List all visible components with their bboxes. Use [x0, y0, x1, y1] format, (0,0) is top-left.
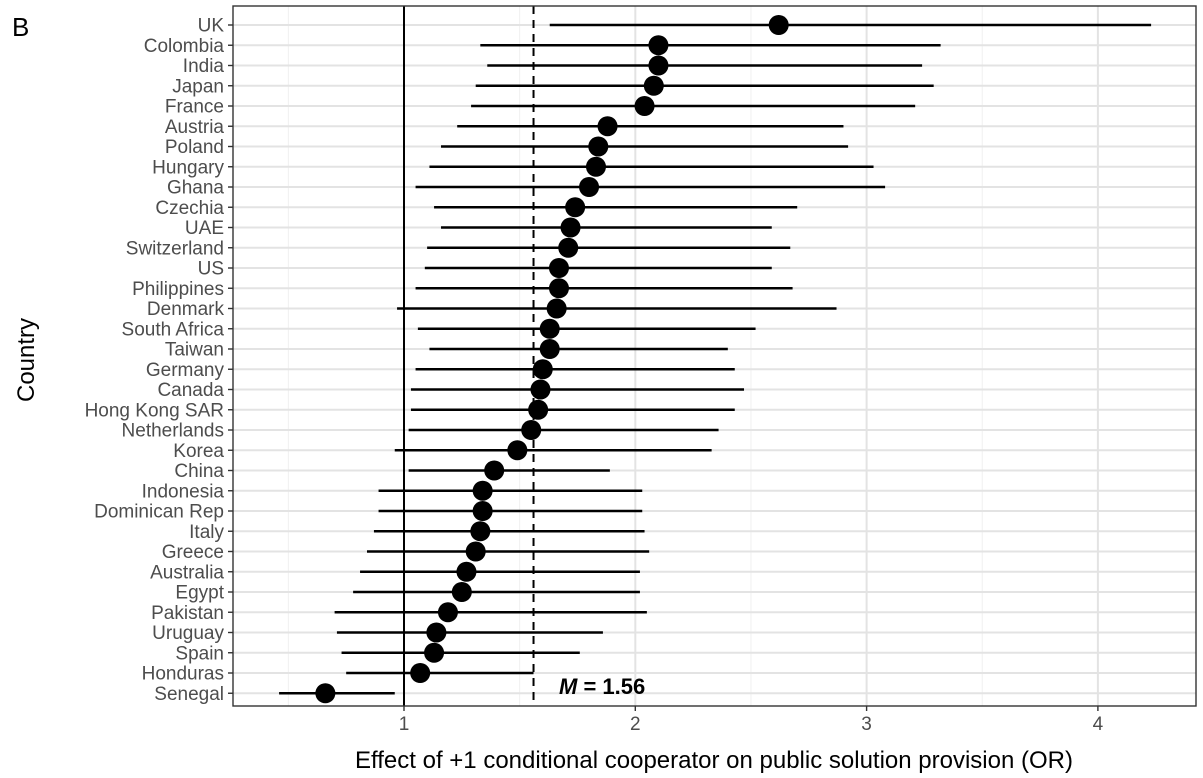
reference-lines — [403, 6, 535, 706]
y-tick-label: UK — [198, 16, 225, 37]
y-tick-label: Japan — [172, 76, 224, 97]
y-tick-label: Poland — [165, 137, 224, 158]
y-tick-label: Switzerland — [126, 238, 224, 259]
y-tick-label: US — [198, 259, 224, 280]
or-point — [484, 460, 505, 481]
mean-annotation-symbol: M — [559, 674, 578, 699]
y-tick-label: Germany — [146, 360, 225, 381]
y-tick-label: Korea — [173, 441, 224, 462]
or-point — [768, 15, 789, 35]
or-point — [521, 420, 542, 440]
x-axis-title: Effect of +1 conditional cooperator on p… — [355, 747, 1073, 774]
y-tick-label: Dominican Rep — [94, 502, 224, 523]
or-point — [472, 480, 493, 501]
or-point — [548, 278, 569, 299]
or-point — [539, 318, 560, 339]
plot-border — [232, 5, 1197, 707]
y-tick-label: India — [183, 56, 225, 77]
or-point — [648, 55, 669, 76]
y-tick-label: Taiwan — [165, 340, 224, 361]
y-axis-title: Country — [13, 318, 40, 402]
y-tick-label: China — [174, 461, 224, 482]
y-tick-label: Ghana — [167, 178, 224, 199]
or-point — [634, 96, 655, 116]
or-point — [528, 399, 549, 420]
y-tick-label: Uruguay — [152, 623, 224, 644]
y-tick-label: Austria — [165, 117, 225, 138]
or-point — [579, 177, 600, 197]
x-tick-label: 1 — [399, 714, 410, 735]
x-tick-label: 4 — [1093, 714, 1104, 735]
x-tick-label: 3 — [861, 714, 872, 735]
or-point — [548, 258, 569, 278]
y-tick-label: Pakistan — [151, 603, 224, 624]
y-tick-label: Hong Kong SAR — [85, 400, 224, 421]
or-point — [532, 359, 553, 380]
y-tick-label: Australia — [150, 562, 224, 583]
x-tick-label: 2 — [630, 714, 641, 735]
y-tick-label: Egypt — [175, 583, 224, 604]
y-tick-label: Czechia — [155, 198, 224, 219]
panel-label: B — [12, 12, 29, 42]
x-axis-ticks: 1 2 3 4 — [399, 706, 1104, 735]
or-point — [565, 197, 586, 218]
or-point — [410, 663, 431, 683]
or-point — [424, 642, 445, 663]
or-point — [426, 622, 447, 643]
y-tick-label: Italy — [189, 522, 224, 543]
or-point — [539, 339, 560, 359]
y-tick-label: Denmark — [147, 299, 225, 320]
y-tick-label: Senegal — [154, 684, 224, 705]
y-tick-label: Spain — [175, 643, 224, 664]
or-point — [546, 298, 567, 319]
data-series — [279, 15, 1152, 704]
mean-annotation: M = 1.56 — [559, 674, 645, 699]
or-point — [585, 156, 606, 177]
or-point — [643, 75, 664, 96]
mean-annotation-text: = 1.56 — [577, 674, 645, 699]
or-point — [558, 237, 579, 258]
or-point — [597, 116, 618, 137]
or-point — [560, 217, 581, 238]
or-point — [472, 501, 493, 521]
y-tick-label: Netherlands — [122, 421, 224, 442]
or-point — [315, 683, 336, 704]
or-point — [451, 582, 472, 602]
y-tick-label: Hungary — [152, 157, 224, 178]
y-tick-label: Indonesia — [142, 481, 225, 502]
or-point — [437, 602, 458, 623]
y-tick-label: Philippines — [132, 279, 224, 300]
plot-panel — [233, 6, 1196, 706]
y-tick-label: Canada — [157, 380, 224, 401]
or-point — [648, 35, 669, 56]
y-tick-label: Colombia — [144, 36, 225, 57]
or-point — [507, 440, 528, 461]
y-tick-label: Honduras — [142, 664, 224, 685]
y-tick-labels: UKColombiaIndiaJapanFranceAustriaPolandH… — [85, 16, 233, 705]
y-tick-label: UAE — [185, 218, 224, 239]
y-tick-label: Greece — [162, 542, 224, 563]
or-point — [530, 379, 551, 400]
y-tick-label: South Africa — [122, 319, 225, 340]
y-tick-label: France — [165, 97, 224, 118]
or-point — [465, 541, 486, 562]
or-point — [456, 561, 477, 582]
or-point — [588, 136, 609, 157]
or-point — [470, 521, 491, 542]
